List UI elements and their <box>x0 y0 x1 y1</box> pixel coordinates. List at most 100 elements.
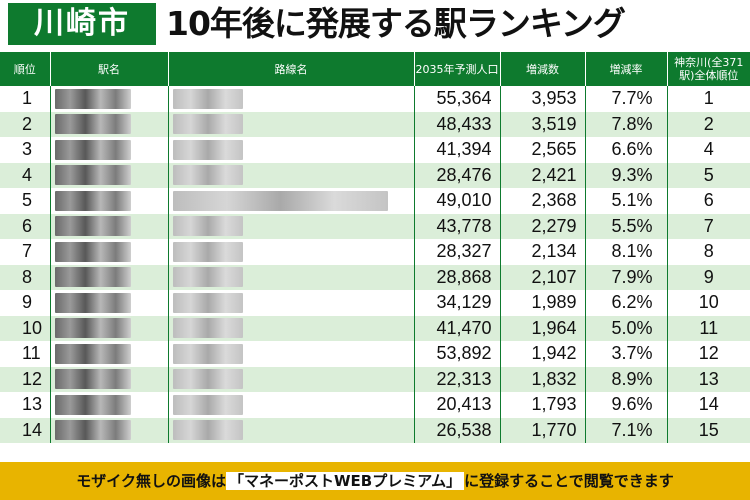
table-row: 7 28,327 2,134 8.1% 8 <box>0 239 750 265</box>
kanagawa-rank-cell: 7 <box>667 213 750 239</box>
rate-cell: 5.0% <box>585 315 668 341</box>
table-row: 14 26,538 1,770 7.1% 15 <box>0 417 750 443</box>
population-cell: 48,433 <box>414 111 501 137</box>
col-kanagawa-rank-line2: 駅)全体順位 <box>679 69 739 82</box>
station-cell <box>50 111 169 137</box>
rank-cell: 2 <box>0 111 51 137</box>
mosaic-blur-station <box>54 139 131 160</box>
line-cell <box>168 86 415 112</box>
line-cell <box>168 341 415 367</box>
increase-cell: 3,953 <box>500 86 586 112</box>
table-row: 1 55,364 3,953 7.7% 1 <box>0 86 750 112</box>
station-cell <box>50 417 169 443</box>
station-cell <box>50 341 169 367</box>
population-cell: 22,313 <box>414 366 501 392</box>
col-rank: 順位 <box>0 52 51 86</box>
header: 川崎市 10年後に発展する駅ランキング <box>0 0 750 48</box>
increase-cell: 3,519 <box>500 111 586 137</box>
station-cell <box>50 188 169 214</box>
city-badge: 川崎市 <box>8 3 156 45</box>
kanagawa-rank-cell: 13 <box>667 366 750 392</box>
rate-cell: 7.9% <box>585 264 668 290</box>
line-cell <box>168 188 415 214</box>
line-cell <box>168 366 415 392</box>
col-kanagawa-rank-line1: 神奈川(全371 <box>674 56 744 69</box>
mosaic-blur-station <box>54 369 131 390</box>
rank-cell: 5 <box>0 188 51 214</box>
mosaic-blur-station <box>54 318 131 339</box>
kanagawa-rank-cell: 14 <box>667 392 750 418</box>
mosaic-blur-station <box>54 114 131 135</box>
mosaic-blur-station <box>54 394 131 415</box>
mosaic-blur-line <box>172 292 243 313</box>
population-cell: 43,778 <box>414 213 501 239</box>
mosaic-blur-line <box>172 216 243 237</box>
line-cell <box>168 392 415 418</box>
mosaic-blur-line <box>172 165 243 186</box>
mosaic-blur-line <box>172 139 243 160</box>
kanagawa-rank-cell: 5 <box>667 162 750 188</box>
mosaic-blur-station <box>54 343 131 364</box>
rate-cell: 7.8% <box>585 111 668 137</box>
station-cell <box>50 315 169 341</box>
table-row: 6 43,778 2,279 5.5% 7 <box>0 213 750 239</box>
kanagawa-rank-cell: 2 <box>667 111 750 137</box>
footer-text: モザイク無しの画像は 「マネーポストWEBプレミアム」 に登録することで閲覧できます <box>0 462 750 500</box>
table-row: 2 48,433 3,519 7.8% 2 <box>0 111 750 137</box>
kanagawa-rank-cell: 1 <box>667 86 750 112</box>
rank-cell: 11 <box>0 341 51 367</box>
mosaic-blur-station <box>54 241 131 262</box>
rate-cell: 8.1% <box>585 239 668 265</box>
population-cell: 34,129 <box>414 290 501 316</box>
increase-cell: 1,770 <box>500 417 586 443</box>
rate-cell: 5.5% <box>585 213 668 239</box>
increase-cell: 1,793 <box>500 392 586 418</box>
kanagawa-rank-cell: 15 <box>667 417 750 443</box>
population-cell: 41,470 <box>414 315 501 341</box>
table-row: 8 28,868 2,107 7.9% 9 <box>0 264 750 290</box>
population-cell: 28,476 <box>414 162 501 188</box>
station-cell <box>50 239 169 265</box>
table-row: 3 41,394 2,565 6.6% 4 <box>0 137 750 163</box>
station-cell <box>50 366 169 392</box>
population-cell: 53,892 <box>414 341 501 367</box>
station-cell <box>50 290 169 316</box>
table-header-row: 順位 駅名 路線名 2035年予測人口 増減数 増減率 神奈川(全371 駅)全… <box>0 52 750 86</box>
col-increase: 増減数 <box>500 52 586 86</box>
population-cell: 49,010 <box>414 188 501 214</box>
table-row: 12 22,313 1,832 8.9% 13 <box>0 366 750 392</box>
footer-brand: 「マネーポストWEBプレミアム」 <box>225 472 465 490</box>
line-cell <box>168 213 415 239</box>
kanagawa-rank-cell: 11 <box>667 315 750 341</box>
ranking-table: 順位 駅名 路線名 2035年予測人口 増減数 増減率 神奈川(全371 駅)全… <box>0 52 750 443</box>
increase-cell: 1,942 <box>500 341 586 367</box>
station-cell <box>50 162 169 188</box>
mosaic-blur-line <box>172 114 243 135</box>
increase-cell: 2,134 <box>500 239 586 265</box>
rank-cell: 9 <box>0 290 51 316</box>
footer-text-before: モザイク無しの画像は <box>76 472 226 490</box>
mosaic-blur-line <box>172 420 243 441</box>
rate-cell: 7.7% <box>585 86 668 112</box>
table-row: 10 41,470 1,964 5.0% 11 <box>0 315 750 341</box>
population-cell: 20,413 <box>414 392 501 418</box>
station-cell <box>50 86 169 112</box>
line-cell <box>168 290 415 316</box>
population-cell: 55,364 <box>414 86 501 112</box>
col-station: 駅名 <box>50 52 169 86</box>
population-cell: 28,327 <box>414 239 501 265</box>
mosaic-blur-line <box>172 394 243 415</box>
line-cell <box>168 417 415 443</box>
mosaic-blur-line <box>172 267 243 288</box>
table-row: 4 28,476 2,421 9.3% 5 <box>0 162 750 188</box>
rate-cell: 3.7% <box>585 341 668 367</box>
col-population-2035: 2035年予測人口 <box>414 52 501 86</box>
rate-cell: 9.3% <box>585 162 668 188</box>
rate-cell: 6.2% <box>585 290 668 316</box>
rate-cell: 9.6% <box>585 392 668 418</box>
kanagawa-rank-cell: 4 <box>667 137 750 163</box>
station-cell <box>50 392 169 418</box>
population-cell: 41,394 <box>414 137 501 163</box>
line-cell <box>168 315 415 341</box>
rate-cell: 8.9% <box>585 366 668 392</box>
